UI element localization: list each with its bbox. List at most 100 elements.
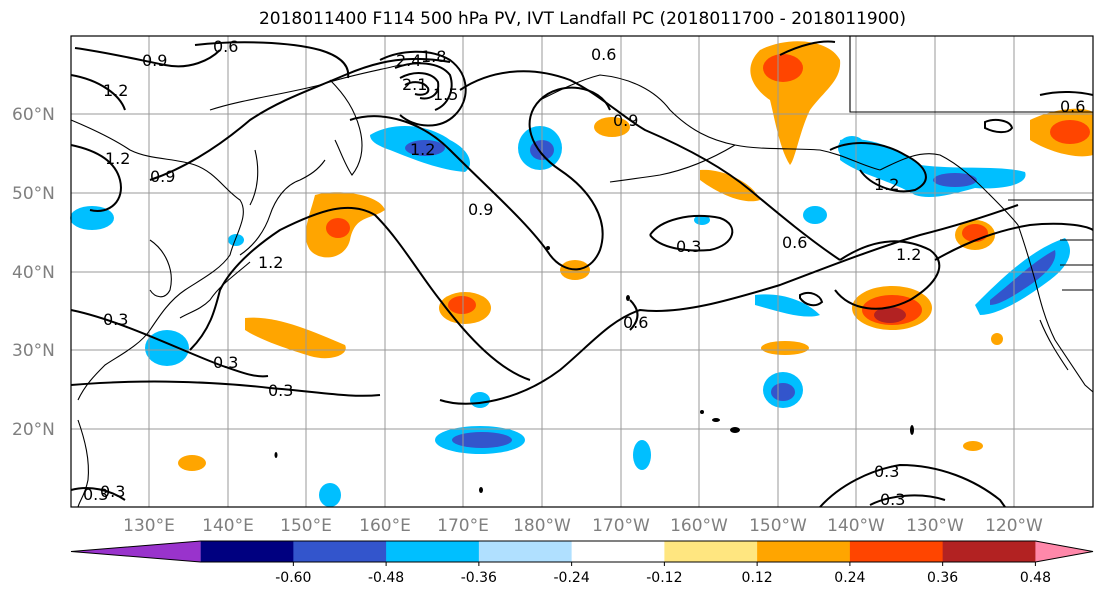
colorbar-tick-label: -0.60 bbox=[275, 570, 311, 586]
lon-label-130w: 130°W bbox=[906, 516, 964, 536]
lat-axis: 60°N 50°N 40°N 30°N 20°N bbox=[12, 105, 55, 440]
contour-2.1-loop bbox=[399, 72, 440, 100]
shade-neg-kamchatka-core bbox=[405, 140, 445, 156]
shade-neg-tropic-small bbox=[470, 392, 490, 408]
clabel-3: 1.2 bbox=[103, 81, 128, 100]
colorbar-segment bbox=[757, 541, 851, 562]
clabel-5: 2.1 bbox=[402, 75, 427, 94]
shade-pos-baja bbox=[991, 333, 1003, 345]
lat-label-50: 50°N bbox=[12, 184, 55, 204]
clabel-7: 1.5 bbox=[433, 85, 458, 104]
contour-1.2-alaska bbox=[829, 142, 927, 193]
shade-neg-japan-west bbox=[70, 206, 114, 230]
map-frame bbox=[70, 35, 1094, 508]
shade-neg-gulf-east bbox=[840, 139, 1026, 198]
contour-1.8-loop bbox=[394, 62, 453, 111]
lon-label-140w: 140°W bbox=[827, 516, 885, 536]
clabel-12: 0.9 bbox=[150, 167, 175, 186]
clabel-17: 0.3 bbox=[103, 310, 128, 329]
colorbar-tick-label: 0.24 bbox=[834, 570, 865, 586]
contour-0.6-north bbox=[194, 41, 350, 79]
coastlines bbox=[70, 36, 1094, 508]
islands bbox=[274, 246, 914, 493]
clabel-16: 0.9 bbox=[468, 200, 493, 219]
shade-neg-hawaii-east-core bbox=[771, 383, 795, 401]
shade-neg-taiwan bbox=[145, 330, 189, 366]
clabel-22: 0.3 bbox=[213, 353, 238, 372]
contour-0.6-main bbox=[149, 57, 1019, 405]
map-panel: 0.6 0.9 1.2 2.4 2.1 1.8 1.5 0.6 1.2 0.9 … bbox=[70, 35, 1094, 509]
colorbar-extend-max bbox=[1035, 541, 1093, 562]
clabel-24: 0.3 bbox=[874, 462, 899, 481]
lon-label-170e: 170°E bbox=[437, 516, 489, 536]
shade-pos-japan-south bbox=[245, 317, 346, 359]
clabel-4: 2.4 bbox=[396, 51, 421, 70]
lon-label-160w: 160°W bbox=[670, 516, 728, 536]
coast-alaska bbox=[539, 74, 881, 171]
clabel-2: 0.9 bbox=[142, 51, 167, 70]
clabel-10: 0.9 bbox=[613, 111, 638, 130]
colorbar-segment bbox=[386, 541, 480, 562]
contour-0.3-west bbox=[70, 309, 269, 378]
colorbar bbox=[70, 540, 1094, 563]
contour-0.6-small bbox=[799, 292, 824, 307]
contour-0.6-pacific bbox=[459, 70, 841, 261]
coast-borders bbox=[849, 36, 1093, 291]
contour-0.3-central bbox=[649, 214, 734, 252]
lon-label-140e: 140°E bbox=[202, 516, 254, 536]
contour-0.9-north bbox=[74, 47, 221, 68]
clabel-20: 1.2 bbox=[258, 253, 283, 272]
lon-label-120w: 120°W bbox=[985, 516, 1043, 536]
coast-japan bbox=[179, 159, 326, 319]
colorbar-tick-label: -0.48 bbox=[368, 570, 404, 586]
colorbar-tick-label: 0.48 bbox=[1020, 570, 1051, 586]
colorbar-segment bbox=[293, 541, 387, 562]
shade-pos-tropic-west bbox=[178, 455, 206, 471]
plot-title: 2018011400 F114 500 hPa PV, IVT Landfall… bbox=[258, 9, 906, 29]
shade-neg-hawaii-north bbox=[755, 294, 820, 317]
coast-kamchatka bbox=[329, 79, 363, 176]
colorbar-segment bbox=[849, 541, 944, 562]
clabel-1: 0.6 bbox=[213, 37, 238, 56]
lon-label-180w: 180°W bbox=[513, 516, 571, 536]
shade-pos-california-core bbox=[962, 224, 988, 242]
clabel-15: 1.2 bbox=[874, 175, 899, 194]
shade-neg-central-2 bbox=[694, 215, 710, 225]
lon-axis: 130°E 140°E 150°E 160°E 170°E 180°W 170°… bbox=[123, 516, 1043, 536]
shade-neg-tropic-west bbox=[319, 483, 341, 507]
contour-0.3-se bbox=[819, 463, 1006, 508]
lon-label-160e: 160°E bbox=[359, 516, 411, 536]
clabel-23: 0.3 bbox=[268, 381, 293, 400]
contour-1.2-ne-corner bbox=[1039, 91, 1094, 96]
contour-2.4-loop bbox=[404, 81, 430, 96]
colorbar-segment bbox=[942, 541, 1036, 562]
lat-label-60: 60°N bbox=[12, 105, 55, 125]
contour-0.3-tropic-w bbox=[70, 487, 126, 501]
lon-label-150w: 150°W bbox=[749, 516, 807, 536]
contour-1.5-loop bbox=[379, 50, 467, 127]
contour-0.6-nz bbox=[629, 299, 639, 331]
contour-labels: 0.6 0.9 1.2 2.4 2.1 1.8 1.5 0.6 1.2 0.9 … bbox=[83, 37, 1085, 509]
shade-pos-tropic-east bbox=[963, 441, 983, 451]
contour-1.2-small bbox=[984, 119, 1014, 134]
coast-alaska-pen bbox=[609, 144, 736, 183]
contour-1.2-west bbox=[70, 74, 126, 212]
coast-baja bbox=[1039, 319, 1069, 371]
colorbar-tick-label: 0.12 bbox=[742, 570, 773, 586]
colorbar-tick-label: -0.24 bbox=[554, 570, 590, 586]
clabel-21: 0.6 bbox=[1060, 97, 1085, 116]
shade-pos-gulf-core bbox=[763, 54, 803, 82]
shade-pos-ne-pacific-core bbox=[874, 307, 906, 323]
lat-label-40: 40°N bbox=[12, 263, 55, 283]
shade-pos-bc-core bbox=[1050, 120, 1090, 144]
pv-contours bbox=[70, 40, 1094, 508]
coast-philippines bbox=[77, 419, 89, 508]
lat-label-30: 30°N bbox=[12, 341, 55, 361]
ivt-shading bbox=[70, 41, 1093, 507]
clabel-27: 0.3 bbox=[83, 485, 108, 504]
clabel-18: 0.6 bbox=[623, 313, 648, 332]
clabel-25: 0.3 bbox=[880, 490, 905, 509]
clabel-9: 1.2 bbox=[410, 140, 435, 159]
shade-neg-korea bbox=[228, 234, 244, 246]
